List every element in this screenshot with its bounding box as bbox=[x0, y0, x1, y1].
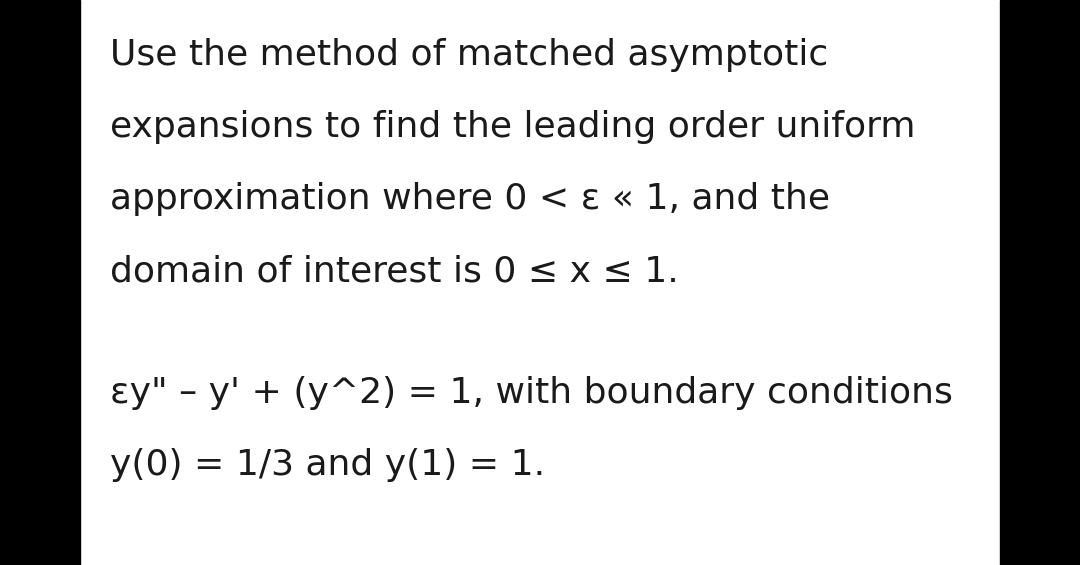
Bar bbox=[1000, 0, 1080, 565]
Text: εy" – y' + (y^2) = 1, with boundary conditions: εy" – y' + (y^2) = 1, with boundary cond… bbox=[110, 376, 953, 410]
Text: domain of interest is 0 ≤ x ≤ 1.: domain of interest is 0 ≤ x ≤ 1. bbox=[110, 254, 678, 288]
Text: y(0) = 1/3 and y(1) = 1.: y(0) = 1/3 and y(1) = 1. bbox=[110, 448, 545, 482]
Text: expansions to find the leading order uniform: expansions to find the leading order uni… bbox=[110, 110, 916, 144]
Text: Use the method of matched asymptotic: Use the method of matched asymptotic bbox=[110, 38, 828, 72]
Bar bbox=[0, 0, 80, 565]
Text: approximation where 0 < ε « 1, and the: approximation where 0 < ε « 1, and the bbox=[110, 182, 831, 216]
